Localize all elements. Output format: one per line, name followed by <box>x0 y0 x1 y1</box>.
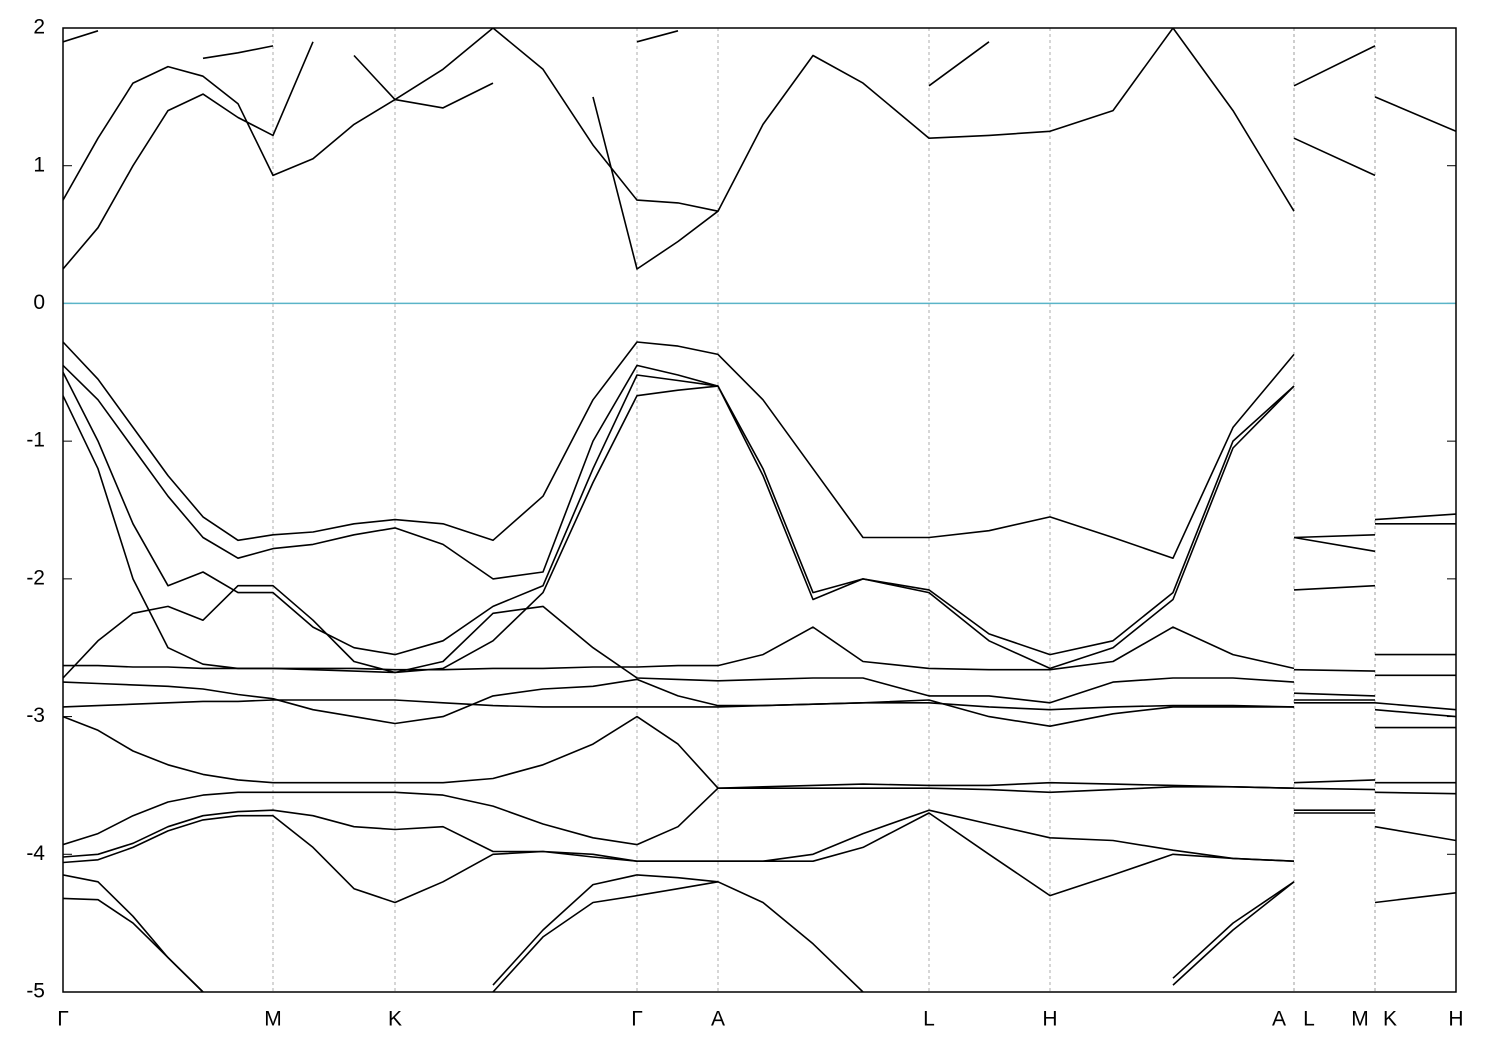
band-line <box>63 385 719 674</box>
x-tick-label: K <box>388 1008 402 1031</box>
band-line <box>63 874 1295 992</box>
band-line <box>63 881 1295 992</box>
y-tick-label: 1 <box>33 153 45 176</box>
band-line <box>63 715 1456 795</box>
band-line <box>63 28 1376 212</box>
y-tick-label: -3 <box>26 704 45 727</box>
x-tick-label: Γ <box>631 1008 643 1031</box>
x-tick-label: A <box>1272 1008 1286 1031</box>
band-line <box>63 28 1456 270</box>
x-tick-label: A <box>711 1008 725 1031</box>
band-line <box>63 584 1456 711</box>
plot-frame <box>62 27 1457 993</box>
x-tick-label: Γ <box>57 1008 69 1031</box>
x-tick-label: H <box>1448 1008 1463 1031</box>
band-line <box>63 341 1456 559</box>
bands <box>63 28 1456 992</box>
band-line <box>63 371 1456 670</box>
x-tick-label: K <box>1383 1008 1397 1031</box>
y-tick-label: -1 <box>26 429 45 452</box>
y-tick-label: 2 <box>33 16 45 39</box>
x-tick-label: L <box>923 1008 935 1031</box>
band-line <box>63 812 1456 904</box>
band-line <box>63 626 1456 677</box>
y-tick-label: -5 <box>26 980 45 1003</box>
band-line <box>63 809 1456 862</box>
x-tick-label: M <box>1351 1008 1369 1031</box>
y-tick-label: 0 <box>33 291 45 314</box>
y-tick-label: -2 <box>26 566 45 589</box>
band-line <box>63 678 1456 729</box>
band-line <box>63 364 1456 656</box>
band-line <box>63 699 1456 718</box>
x-tick-label: H <box>1042 1008 1057 1031</box>
x-tick-label: M <box>264 1008 282 1031</box>
band-line <box>63 30 679 109</box>
band-line <box>63 779 1456 846</box>
x-tick-label: L <box>1303 1008 1315 1031</box>
y-tick-label: -4 <box>26 842 45 865</box>
